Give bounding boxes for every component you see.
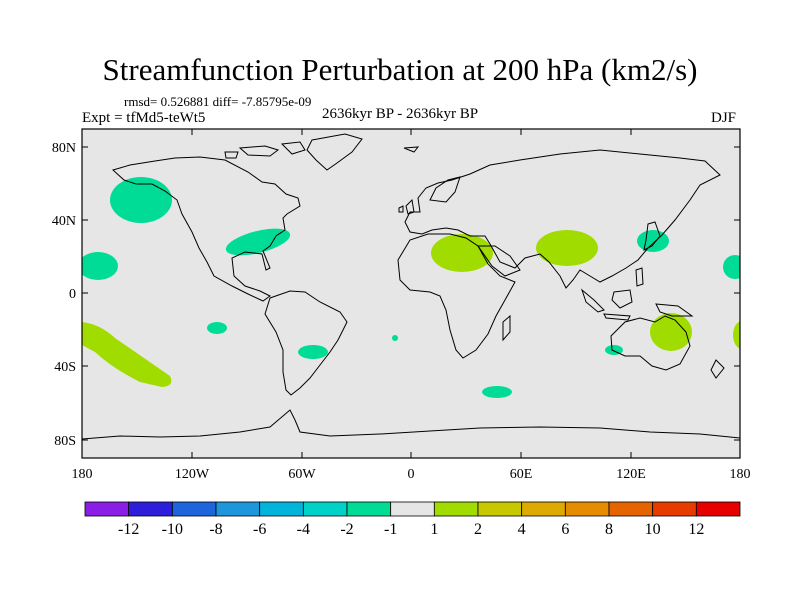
coast-eurasia [404, 149, 721, 289]
anomaly-south-atlantic [392, 335, 398, 341]
colorbar-label: 12 [688, 521, 704, 538]
coast-north-america [112, 156, 301, 302]
coast-new-zealand [710, 359, 725, 379]
colorbar-label: 2 [474, 521, 482, 538]
coast-australia [610, 315, 691, 371]
chart-title: Streamfunction Perturbation at 200 hPa (… [102, 52, 698, 87]
y-tick-label: 40S [54, 360, 76, 375]
coast-borneo [611, 289, 633, 309]
colorbar [84, 501, 741, 517]
coast-madagascar [502, 314, 511, 342]
coast-philippines [635, 267, 644, 287]
colorbar-label: 1 [430, 521, 438, 538]
colorbar-label: 8 [605, 521, 613, 538]
colorbar-swatch [259, 501, 304, 517]
colorbar-swatch [171, 501, 217, 517]
coastlines [82, 133, 740, 440]
coast-south-america [264, 290, 348, 396]
colorbar-label: -4 [297, 521, 310, 538]
anomaly-japan [637, 230, 669, 252]
x-tick-label: 180 [730, 467, 751, 482]
colorbar-label: -8 [209, 521, 222, 538]
coast-arctic-islands [224, 141, 420, 159]
colorbar-swatch [695, 501, 741, 517]
statistics-label: rmsd= 0.526881 diff= -7.85795e-09 [124, 94, 312, 109]
colorbar-swatch [652, 501, 697, 517]
colorbar-label: -1 [384, 521, 397, 538]
colorbar-label: -2 [340, 521, 353, 538]
anomaly-north-africa [431, 234, 493, 272]
anomaly-south-asia [536, 230, 598, 266]
anomaly-south-pacific-band [82, 322, 172, 387]
map-background [82, 129, 740, 458]
coast-africa [397, 233, 516, 359]
coast-sumatra [580, 288, 605, 313]
x-tick-label: 120E [616, 467, 646, 482]
colorbar-swatch [608, 501, 654, 517]
period-label: 2636kyr BP - 2636kyr BP [322, 106, 479, 122]
colorbar-swatch [128, 501, 173, 517]
coast-greenland [306, 133, 363, 171]
experiment-label: Expt = tfMd5-teWt5 [82, 110, 206, 126]
season-label: DJF [711, 110, 737, 126]
colorbar-labels: -12 -10 -8 -6 -4 -2 -1 1 2 4 6 8 10 12 [118, 521, 704, 538]
colorbar-label: 4 [518, 521, 526, 538]
coast-java [603, 313, 631, 321]
coast-new-guinea [655, 303, 694, 317]
x-tick-label: 0 [408, 467, 415, 482]
anomaly-central-pacific-north [82, 252, 118, 280]
y-tick-label: 80N [52, 141, 76, 156]
colorbar-label: -12 [118, 521, 139, 538]
anomaly-eastern-australia [650, 313, 692, 351]
coast-scandinavia [429, 176, 461, 203]
colorbar-label: 6 [561, 521, 569, 538]
colorbar-label: -6 [253, 521, 266, 538]
coast-antarctica [82, 409, 740, 440]
colorbar-swatch [390, 501, 435, 517]
anomaly-southern-indian-ocean [482, 386, 512, 398]
colorbar-swatch [477, 501, 523, 517]
x-tick-label: 180 [72, 467, 93, 482]
colorbar-swatch [521, 501, 566, 517]
colorbar-swatch [215, 501, 261, 517]
anomaly-layer [82, 177, 740, 398]
y-tick-label: 0 [69, 287, 76, 302]
anomaly-eastern-pacific-south [207, 322, 227, 334]
y-tick-label: 80S [54, 434, 76, 449]
colorbar-swatch [302, 501, 348, 517]
x-tick-label: 120W [175, 467, 210, 482]
colorbar-label: -10 [162, 521, 183, 538]
anomaly-southwest-pacific-edge [733, 321, 740, 349]
coast-british-isles [398, 198, 415, 215]
colorbar-swatch [84, 501, 130, 517]
x-tick-label: 60E [510, 467, 533, 482]
colorbar-swatch [564, 501, 610, 517]
colorbar-swatch [346, 501, 392, 517]
anomaly-south-america-east [298, 345, 328, 359]
x-tick-label: 60W [288, 467, 316, 482]
coast-japan [643, 221, 661, 251]
colorbar-label: 10 [645, 521, 661, 538]
coast-arabia [477, 245, 521, 277]
anomaly-western-pacific-edge [723, 255, 740, 279]
colorbar-swatch [433, 501, 479, 517]
y-tick-label: 40N [52, 214, 76, 229]
anomaly-eastern-usa [225, 228, 291, 256]
axis-ticks [81, 129, 741, 458]
anomaly-gulf-of-alaska [110, 177, 172, 223]
